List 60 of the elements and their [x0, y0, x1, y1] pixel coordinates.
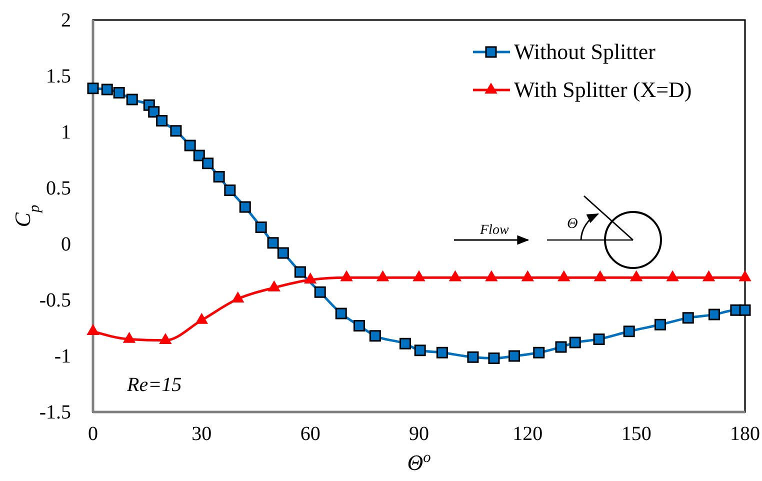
point [508, 350, 520, 362]
legend-label: Without Splitter [514, 39, 656, 64]
point [555, 341, 567, 353]
point [277, 247, 289, 259]
point [294, 266, 306, 278]
point [86, 324, 100, 336]
legend-label: With Splitter (X=D) [514, 77, 692, 102]
point [682, 312, 694, 324]
point [255, 221, 267, 233]
x-tick-label: 60 [300, 423, 320, 446]
point [87, 82, 99, 94]
point [304, 272, 317, 284]
annotation: Flow [479, 223, 510, 238]
point [708, 308, 720, 320]
x-tick-label: 0 [88, 423, 98, 446]
point [202, 158, 214, 170]
point [533, 346, 545, 358]
point [353, 320, 365, 332]
y-tick-label: -1.5 [39, 401, 71, 424]
point [569, 336, 581, 348]
y-tick-label: 2 [61, 9, 71, 32]
point [593, 333, 605, 345]
point [184, 140, 196, 152]
point [224, 184, 236, 196]
y-tick-label: 0 [61, 233, 71, 256]
point [399, 338, 411, 350]
point [239, 201, 251, 213]
point [213, 171, 225, 183]
y-tick-label: 0.5 [46, 177, 71, 200]
point [623, 326, 635, 338]
point [101, 84, 113, 96]
point [148, 106, 160, 118]
x-tick-label: 90 [409, 423, 429, 446]
point [267, 237, 279, 249]
x-tick-label: 180 [730, 423, 760, 446]
point [193, 150, 205, 162]
y-tick-label: -0.5 [39, 289, 71, 312]
x-tick-label: 150 [621, 423, 652, 446]
y-tick-label: 1 [61, 121, 71, 144]
point [314, 286, 326, 298]
point [335, 308, 347, 320]
point [467, 351, 479, 363]
point [369, 330, 381, 342]
point [488, 352, 500, 364]
point [739, 304, 751, 316]
point [156, 115, 168, 127]
y-tick-label: -1 [54, 345, 71, 368]
point [232, 292, 244, 303]
x-axis-title: Θ$^{o}$ [407, 448, 432, 475]
x-tick-label: 30 [192, 423, 212, 446]
point [436, 346, 448, 358]
y-tick-label: 1.5 [46, 65, 71, 88]
point [654, 318, 666, 330]
annotation: Re=15 [126, 374, 182, 396]
annotation: Θ [567, 216, 578, 232]
point [414, 344, 426, 356]
point [170, 125, 182, 137]
x-tick-label: 120 [512, 423, 543, 446]
point [126, 94, 138, 106]
point [113, 87, 125, 99]
